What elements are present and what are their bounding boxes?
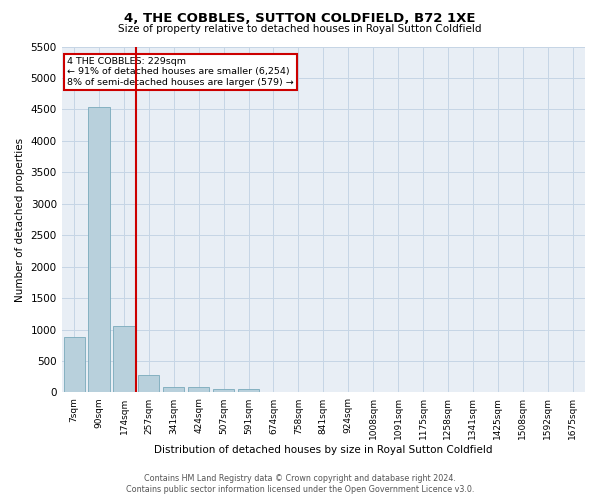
X-axis label: Distribution of detached houses by size in Royal Sutton Coldfield: Distribution of detached houses by size … — [154, 445, 493, 455]
Bar — [213, 389, 234, 392]
Bar — [238, 390, 259, 392]
Bar — [64, 337, 85, 392]
Bar — [88, 107, 110, 393]
Text: Size of property relative to detached houses in Royal Sutton Coldfield: Size of property relative to detached ho… — [118, 24, 482, 34]
Text: 4, THE COBBLES, SUTTON COLDFIELD, B72 1XE: 4, THE COBBLES, SUTTON COLDFIELD, B72 1X… — [124, 12, 476, 26]
Y-axis label: Number of detached properties: Number of detached properties — [15, 138, 25, 302]
Bar — [188, 388, 209, 392]
Text: 4 THE COBBLES: 229sqm
← 91% of detached houses are smaller (6,254)
8% of semi-de: 4 THE COBBLES: 229sqm ← 91% of detached … — [67, 57, 293, 86]
Bar — [113, 326, 134, 392]
Text: Contains HM Land Registry data © Crown copyright and database right 2024.
Contai: Contains HM Land Registry data © Crown c… — [126, 474, 474, 494]
Bar — [163, 387, 184, 392]
Bar — [138, 375, 160, 392]
